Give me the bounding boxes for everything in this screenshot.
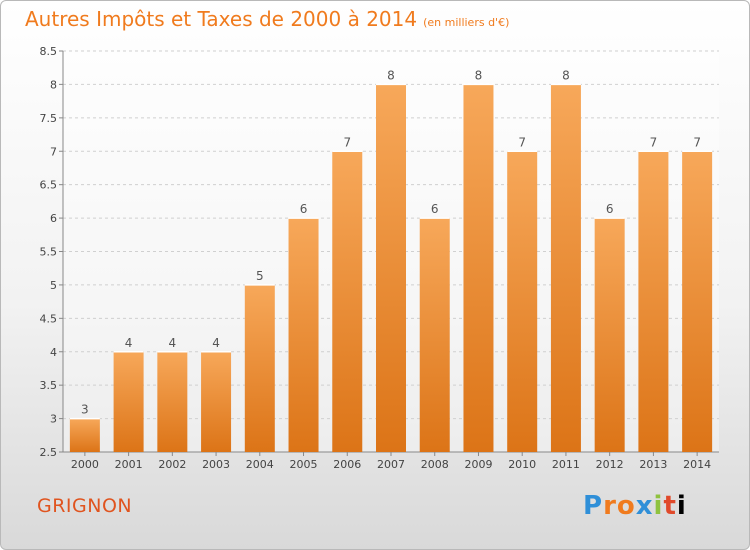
data-label: 8	[562, 68, 570, 82]
bar	[113, 351, 144, 452]
data-label: 7	[343, 135, 351, 149]
bar	[244, 284, 275, 452]
y-tick-label: 5.5	[40, 246, 58, 259]
bar	[682, 151, 713, 452]
x-tick-label: 2008	[421, 458, 449, 471]
logo-letter: P	[583, 491, 604, 521]
data-label: 7	[518, 135, 526, 149]
y-tick-label: 8	[50, 78, 57, 91]
x-tick-label: 2007	[377, 458, 405, 471]
data-label: 4	[212, 336, 220, 350]
logo-letter: r	[603, 491, 617, 521]
bar	[332, 151, 363, 452]
data-label: 6	[431, 202, 439, 216]
y-tick-label: 6	[50, 212, 57, 225]
x-tick-label: 2003	[202, 458, 230, 471]
data-label: 6	[606, 202, 614, 216]
chart-unit: (en milliers d'€)	[423, 16, 510, 29]
y-tick-label: 4.5	[40, 312, 58, 325]
data-label: 8	[475, 68, 483, 82]
bar	[288, 218, 319, 452]
bar	[507, 151, 538, 452]
y-tick-label: 6.5	[40, 179, 58, 192]
bar	[376, 84, 406, 453]
logo-letter: o	[616, 491, 636, 521]
data-label: 5	[256, 269, 264, 283]
x-tick-label: 2000	[71, 458, 99, 471]
x-tick-label: 2009	[464, 458, 492, 471]
x-tick-label: 2014	[683, 458, 711, 471]
y-tick-label: 3.5	[40, 379, 58, 392]
y-tick-label: 7.5	[40, 112, 58, 125]
logo-letter: i	[653, 491, 664, 521]
x-tick-label: 2005	[290, 458, 318, 471]
proxiti-logo: Proxiti	[583, 491, 687, 521]
data-label: 4	[125, 336, 133, 350]
data-label: 7	[693, 135, 701, 149]
x-tick-label: 2004	[246, 458, 274, 471]
y-tick-label: 8.5	[40, 45, 58, 58]
data-label: 7	[650, 135, 658, 149]
x-tick-label: 2012	[596, 458, 624, 471]
bar	[550, 84, 581, 453]
bar	[463, 84, 494, 453]
x-tick-label: 2013	[639, 458, 667, 471]
bar	[157, 351, 188, 452]
bar	[594, 218, 625, 452]
x-tick-label: 2001	[115, 458, 143, 471]
data-label: 8	[387, 68, 395, 82]
logo-letter: t	[663, 491, 677, 521]
y-tick-label: 4	[50, 346, 57, 359]
x-tick-label: 2006	[333, 458, 361, 471]
x-tick-label: 2011	[552, 458, 580, 471]
bar	[69, 418, 100, 452]
y-tick-label: 5	[50, 279, 57, 292]
data-label: 3	[81, 403, 89, 417]
data-label: 4	[169, 336, 177, 350]
y-tick-label: 3	[50, 413, 57, 426]
bar	[638, 151, 669, 452]
x-tick-label: 2002	[158, 458, 186, 471]
bar	[419, 218, 450, 452]
logo-letter: x	[635, 491, 654, 521]
bar	[201, 351, 232, 452]
city-name: GRIGNON	[37, 495, 133, 517]
data-label: 6	[300, 202, 308, 216]
y-tick-label: 2.5	[40, 446, 58, 459]
chart-title-text: Autres Impôts et Taxes de 2000 à 2014	[25, 7, 418, 31]
logo-letter: i	[676, 491, 687, 521]
x-tick-label: 2010	[508, 458, 536, 471]
chart-title: Autres Impôts et Taxes de 2000 à 2014 (en…	[25, 7, 509, 31]
y-tick-label: 7	[50, 145, 57, 158]
